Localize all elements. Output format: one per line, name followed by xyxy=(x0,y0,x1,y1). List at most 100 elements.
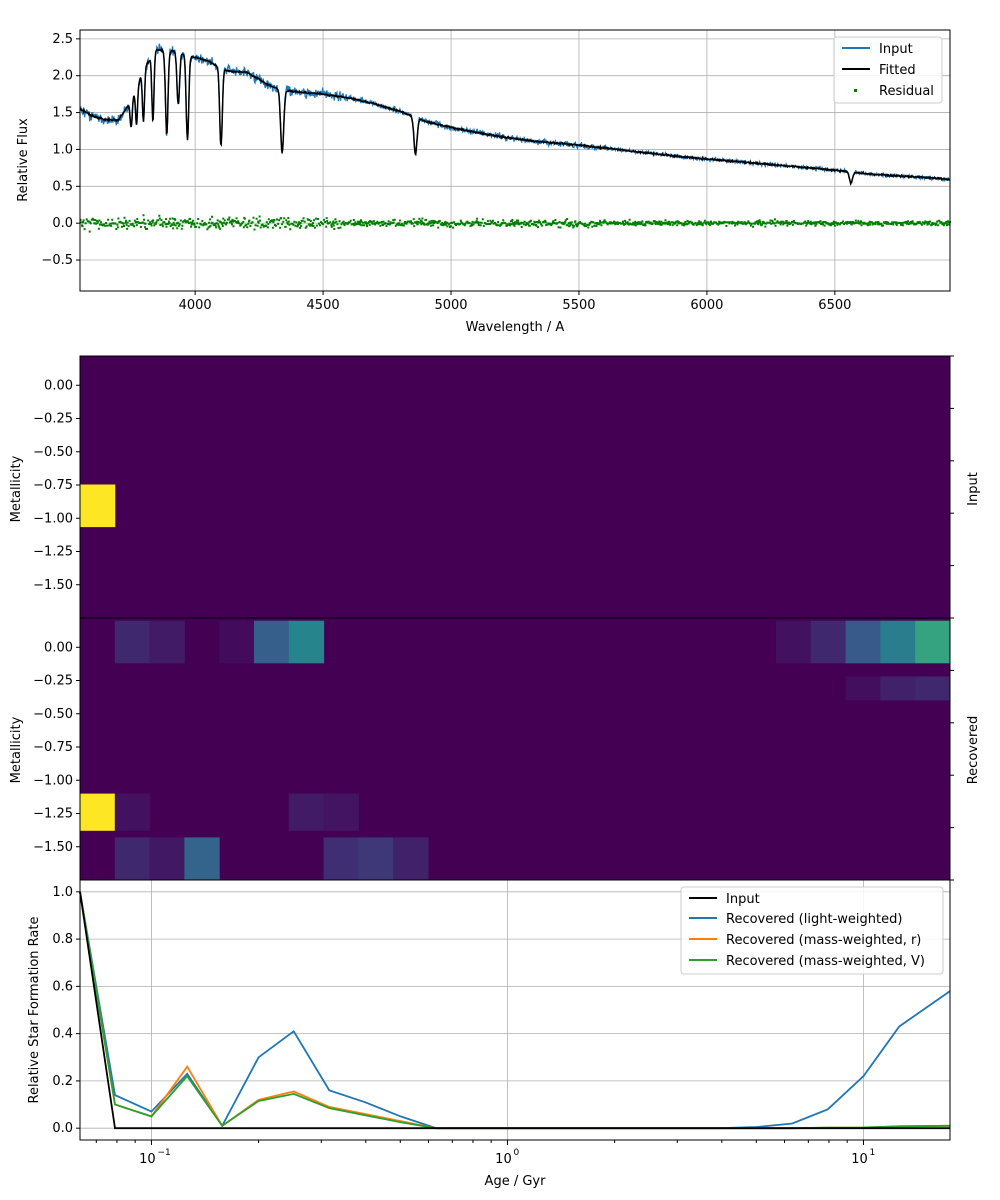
recovered-heatmap-cell xyxy=(393,837,429,880)
input-heatmap-panel: 0.00 −0.25 −0.50 −0.75 −1.00 −1.25 −1.50 Metal… xyxy=(9,355,981,619)
recovered-heatmap-ytick-label: −0.25 xyxy=(33,674,73,689)
sfr-series-line-0 xyxy=(79,891,950,1130)
spectrum-legend: Input Fitted Residual xyxy=(833,36,943,104)
spectrum-fitted-line xyxy=(79,47,951,187)
recovered-heatmap-cells xyxy=(80,620,951,880)
spectrum-data xyxy=(79,43,951,233)
spectrum-ytick-label: 2.5 xyxy=(52,32,73,47)
legend-residual-swatch xyxy=(854,89,857,92)
recovered-heatmap-side-label: Recovered xyxy=(966,716,981,785)
sfr-data xyxy=(79,891,951,1130)
spectrum-xlabel: Wavelength / A xyxy=(466,320,565,335)
recovered-heatmap-cell xyxy=(114,620,151,664)
sfr-ytick-label: 0.8 xyxy=(52,932,73,947)
recovered-heatmap-ticks: 0.00 −0.25 −0.50 −0.75 −1.00 −1.25 −1.50 xyxy=(33,617,954,881)
input-heatmap-ytick-label: −0.50 xyxy=(33,445,73,460)
input-heatmap-ylabel: Metallicity xyxy=(9,455,24,522)
sfr-legend-box xyxy=(680,886,944,975)
input-heatmap-side-label: Input xyxy=(966,472,981,506)
legend-fitted-label: Fitted xyxy=(879,63,916,78)
legend-mass-weighted-r-label: Recovered (mass-weighted, r) xyxy=(726,933,921,948)
spectrum-panel: 4000 4500 5000 5500 6000 6500 −0.5 0.0 0.5 1.0 1.5… xyxy=(16,29,951,335)
input-heatmap-ytick-label: −1.25 xyxy=(33,545,73,560)
spectrum-residual-points xyxy=(79,214,951,233)
recovered-heatmap-cell xyxy=(915,676,951,701)
spectrum-ytick-label: 0.0 xyxy=(52,216,73,231)
input-heatmap-cell xyxy=(80,484,116,528)
sfr-xtick-exponent: 1 xyxy=(869,1148,875,1158)
input-heatmap-cells xyxy=(80,484,116,528)
spectrum-ticks: 4000 4500 5000 5500 6000 6500 −0.5 0.0 0.5 1.0 1.5… xyxy=(41,32,851,313)
sfr-ylabel: Relative Star Formation Rate xyxy=(27,917,42,1104)
recovered-heatmap-cell xyxy=(149,620,185,664)
spectrum-xtick-label: 6500 xyxy=(818,298,851,313)
recovered-heatmap-panel: 0.00 −0.25 −0.50 −0.75 −1.00 −1.25 −1.50 Metal… xyxy=(9,617,981,881)
sfr-xtick-exponent: −1 xyxy=(157,1148,170,1158)
recovered-heatmap-cell xyxy=(184,837,220,880)
sfr-xtick-label: 10 xyxy=(495,1152,512,1167)
recovered-heatmap-cell xyxy=(219,620,255,664)
sfr-ytick-label: 0.2 xyxy=(52,1074,73,1089)
recovered-heatmap-cell xyxy=(114,837,151,880)
recovered-heatmap-cell xyxy=(80,793,116,831)
recovered-heatmap-ytick-label: −0.50 xyxy=(33,707,73,722)
recovered-heatmap-cell xyxy=(776,620,812,664)
legend-input-label: Input xyxy=(879,42,913,57)
input-heatmap-ytick-label: −0.25 xyxy=(33,412,73,427)
spectrum-plot-area xyxy=(80,30,950,291)
legend-sfr-input-label: Input xyxy=(726,892,760,907)
recovered-heatmap-cell xyxy=(810,620,847,664)
recovered-heatmap-cell xyxy=(114,793,151,831)
input-heatmap-ytick-label: −0.75 xyxy=(33,478,73,493)
sfr-ytick-label: 1.0 xyxy=(52,885,73,900)
recovered-heatmap-ytick-label: −0.75 xyxy=(33,740,73,755)
recovered-heatmap-ytick-label: 0.00 xyxy=(44,640,73,655)
spectrum-ytick-label: 1.5 xyxy=(52,106,73,121)
spectrum-xtick-label: 6000 xyxy=(690,298,723,313)
legend-mass-weighted-v-label: Recovered (mass-weighted, V) xyxy=(726,954,925,969)
recovered-heatmap-cell xyxy=(358,837,394,880)
sfr-xtick-label: 10 xyxy=(139,1152,156,1167)
sfr-ytick-label: 0.4 xyxy=(52,1027,73,1042)
recovered-heatmap-ylabel: Metallicity xyxy=(9,716,24,783)
spectrum-xtick-label: 4500 xyxy=(307,298,340,313)
sfr-xlabel: Age / Gyr xyxy=(485,1174,547,1189)
sfr-ytick-label: 0.0 xyxy=(52,1121,73,1136)
sfr-ticks: 10 −1 10 0 10 10.00.20.40.60.81.0 xyxy=(52,885,875,1167)
input-heatmap-ytick-label: −1.00 xyxy=(33,511,73,526)
recovered-heatmap-cell xyxy=(254,620,290,664)
recovered-heatmap-cell xyxy=(288,620,325,664)
input-heatmap-background xyxy=(80,356,950,618)
spectrum-legend-box xyxy=(833,36,943,104)
recovered-heatmap-cell xyxy=(845,620,881,664)
legend-residual-label: Residual xyxy=(879,84,934,99)
sfr-xtick-label: 10 xyxy=(851,1152,868,1167)
spectrum-ytick-label: 2.0 xyxy=(52,69,73,84)
recovered-heatmap-ytick-label: −1.50 xyxy=(33,840,73,855)
input-heatmap-ticks: 0.00 −0.25 −0.50 −0.75 −1.00 −1.25 −1.50 xyxy=(33,355,954,619)
spectrum-xtick-label: 4000 xyxy=(179,298,212,313)
recovered-heatmap-cell xyxy=(323,837,359,880)
spectrum-frame xyxy=(79,29,951,292)
spectrum-ylabel: Relative Flux xyxy=(16,118,31,202)
recovered-heatmap-ytick-label: −1.25 xyxy=(33,807,73,822)
sfr-legend: Input Recovered (light-weighted) Recover… xyxy=(680,886,944,975)
spectrum-ytick-label: 0.5 xyxy=(52,179,73,194)
recovered-heatmap-cell xyxy=(149,837,185,880)
recovered-heatmap-cell xyxy=(915,620,951,664)
recovered-heatmap-cell xyxy=(880,620,916,664)
spectrum-ytick-label: −0.5 xyxy=(41,253,73,268)
spectrum-xtick-label: 5000 xyxy=(434,298,467,313)
sfr-xtick-exponent: 0 xyxy=(513,1148,519,1158)
legend-light-weighted-label: Recovered (light-weighted) xyxy=(726,912,902,927)
recovered-heatmap-cell xyxy=(880,676,916,701)
input-heatmap-ytick-label: 0.00 xyxy=(44,378,73,393)
sfr-ytick-label: 0.6 xyxy=(52,979,73,994)
recovered-heatmap-cell xyxy=(288,793,325,831)
spectrum-residual-marks xyxy=(79,214,951,233)
sfr-frame xyxy=(79,879,951,1141)
recovered-heatmap-cell xyxy=(323,793,359,831)
spectrum-ytick-label: 1.0 xyxy=(52,142,73,157)
sfr-panel: 10 −1 10 0 10 10.00.20.40.60.81.0 Age / Gyr R… xyxy=(27,879,951,1189)
